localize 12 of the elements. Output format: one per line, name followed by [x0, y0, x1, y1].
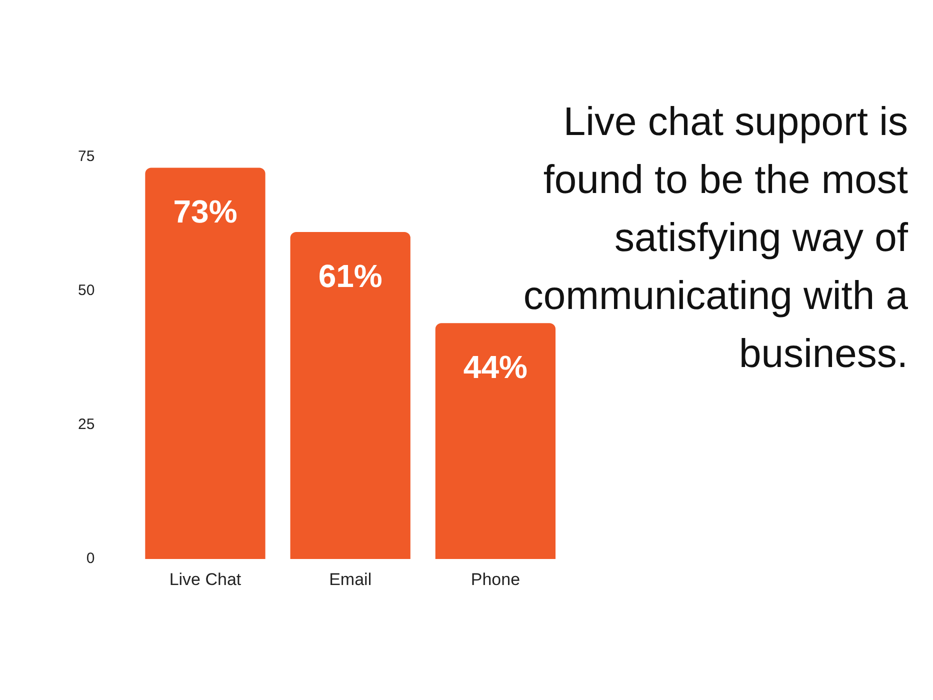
bar [435, 323, 556, 559]
y-tick-label: 50 [78, 282, 95, 300]
data-label: 61% [318, 258, 382, 294]
y-tick-label: 0 [86, 550, 95, 568]
x-tick-label: Email [329, 570, 372, 589]
data-label: 73% [173, 194, 238, 230]
y-tick-label: 75 [78, 148, 95, 166]
bar [290, 232, 410, 559]
y-tick-label: 25 [78, 416, 95, 434]
x-tick-label: Phone [470, 570, 520, 589]
bar [145, 168, 266, 559]
x-tick-label: Live Chat [169, 570, 242, 589]
